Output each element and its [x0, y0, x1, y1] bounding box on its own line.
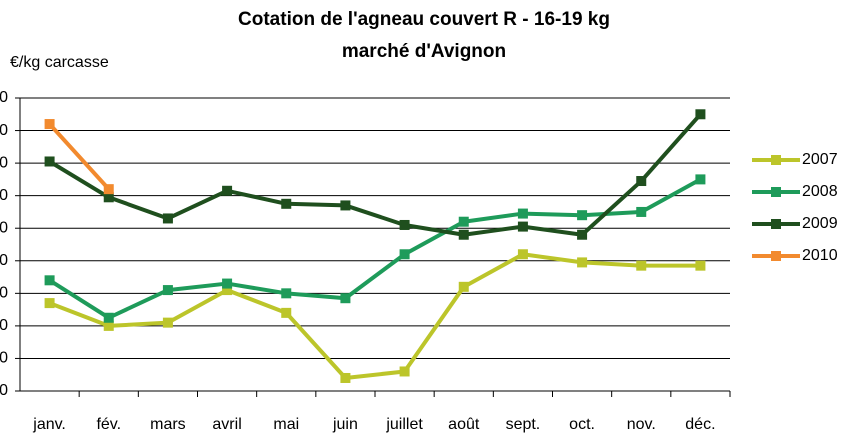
y-tick-label: 5,80: [0, 252, 8, 269]
legend-label: 2010: [802, 247, 838, 264]
x-tick-label: juillet: [385, 416, 423, 433]
point-marker: [162, 213, 173, 224]
point-marker: [695, 260, 706, 271]
point-marker: [44, 119, 55, 130]
point-marker: [636, 176, 647, 187]
point-marker: [281, 307, 292, 318]
x-tick-label: oct.: [569, 416, 595, 433]
y-tick-label: 6,20: [0, 187, 8, 204]
y-tick-label: 6,00: [0, 219, 8, 236]
point-marker: [517, 221, 528, 232]
y-tick-label: 5,40: [0, 317, 8, 334]
y-tick-label: 5,60: [0, 285, 8, 302]
point-marker: [636, 260, 647, 271]
series-line: [48, 177, 702, 320]
point-marker: [222, 278, 233, 289]
x-tick-label: mai: [273, 416, 299, 433]
legend-marker: [771, 219, 781, 229]
legend-label: 2009: [802, 215, 838, 232]
point-marker: [695, 174, 706, 185]
point-marker: [577, 257, 588, 268]
point-marker: [517, 208, 528, 219]
legend-label: 2007: [802, 151, 838, 168]
point-marker: [458, 229, 469, 240]
series-line: [48, 122, 111, 191]
point-marker: [222, 185, 233, 196]
x-tick-label: fév.: [96, 416, 121, 433]
x-tick-label: janv.: [32, 416, 66, 433]
point-marker: [162, 285, 173, 296]
point-marker: [517, 249, 528, 260]
point-marker: [577, 210, 588, 221]
point-marker: [340, 372, 351, 383]
point-marker: [222, 285, 233, 296]
point-marker: [695, 109, 706, 120]
point-marker: [399, 249, 410, 260]
point-marker: [103, 320, 114, 331]
series-line: [48, 252, 701, 380]
x-tick-label: déc.: [685, 416, 715, 433]
point-marker: [636, 206, 647, 217]
point-marker: [103, 184, 114, 195]
series-line: [48, 112, 702, 237]
point-marker: [399, 219, 410, 230]
x-tick-label: juin: [332, 416, 358, 433]
legend-marker: [771, 251, 781, 261]
point-marker: [281, 288, 292, 299]
y-tick-label: 5,00: [0, 382, 8, 399]
point-marker: [103, 312, 114, 323]
y-tick-label: 5,20: [0, 350, 8, 367]
point-marker: [162, 317, 173, 328]
point-marker: [577, 229, 588, 240]
point-marker: [103, 192, 114, 203]
x-tick-label: mars: [150, 416, 186, 433]
legend-marker: [771, 155, 781, 165]
point-marker: [340, 293, 351, 304]
point-marker: [399, 366, 410, 377]
chart-title: Cotation de l'agneau couvert R - 16-19 k…: [238, 9, 610, 30]
x-tick-label: nov.: [627, 416, 656, 433]
point-marker: [281, 198, 292, 209]
point-marker: [44, 156, 55, 167]
y-tick-label: 6,40: [0, 154, 8, 171]
point-marker: [44, 275, 55, 286]
point-marker: [458, 216, 469, 227]
y-axis-label: €/kg carcasse: [10, 54, 109, 71]
chart-title: marché d'Avignon: [342, 41, 506, 62]
point-marker: [340, 200, 351, 211]
legend-label: 2008: [802, 183, 838, 200]
x-tick-label: avril: [212, 416, 241, 433]
point-marker: [44, 298, 55, 309]
x-tick-label: sept.: [506, 416, 541, 433]
y-tick-label: 6,60: [0, 122, 8, 139]
point-marker: [458, 281, 469, 292]
y-tick-label: 6,80: [0, 89, 8, 106]
legend-marker: [771, 187, 781, 197]
x-tick-label: août: [448, 416, 480, 433]
